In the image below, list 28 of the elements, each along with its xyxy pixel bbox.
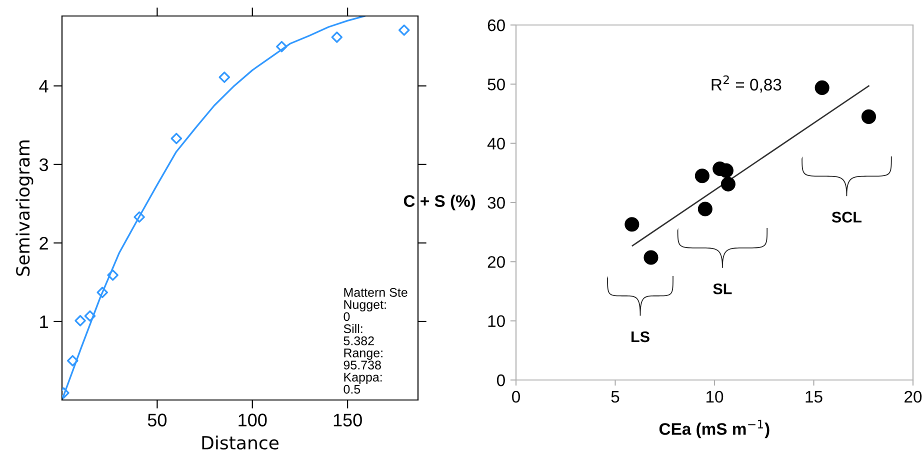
annotation: SCL: [832, 212, 862, 223]
y-tick-label: 60: [488, 19, 505, 32]
y-tick-label: 40: [487, 138, 505, 150]
y-tick-label: 30: [488, 196, 505, 209]
y-axis-title: Semivariogram: [16, 140, 34, 276]
text: Mattern Ste Nugget: 0 Sill: 5.382 Range: 95.738 Kappa: 0.5: [344, 288, 408, 394]
x-tick-label: 20: [904, 390, 922, 403]
x-axis-title: Distance: [202, 436, 279, 450]
x-tick-label: 5: [611, 391, 620, 403]
x-tick-label: 50: [148, 414, 167, 426]
y-tick-label: 3: [39, 158, 48, 172]
x-tick-label: 10: [706, 390, 724, 403]
x-axis-title: CEa (mS m$^{−1}$): [659, 420, 770, 438]
x-tick-label: 150: [334, 414, 362, 426]
annotation: R$^{2}$ = 0,83: [712, 75, 782, 93]
y-tick-label: 0: [496, 374, 505, 386]
y-tick-label: 2: [40, 236, 48, 250]
y-axis-title: C + S (%): [404, 194, 476, 210]
y-tick-label: 10: [488, 315, 505, 328]
x-tick-label: 100: [238, 414, 267, 426]
x-tick-label: 0: [512, 390, 520, 403]
y-tick-label: 1: [40, 316, 48, 328]
y-tick-label: 4: [39, 80, 48, 92]
annotation: LS: [632, 331, 650, 342]
x-tick-label: 15: [806, 391, 822, 403]
annotation: SL: [713, 283, 732, 294]
y-tick-label: 50: [488, 78, 505, 90]
y-tick-label: 20: [488, 256, 505, 268]
